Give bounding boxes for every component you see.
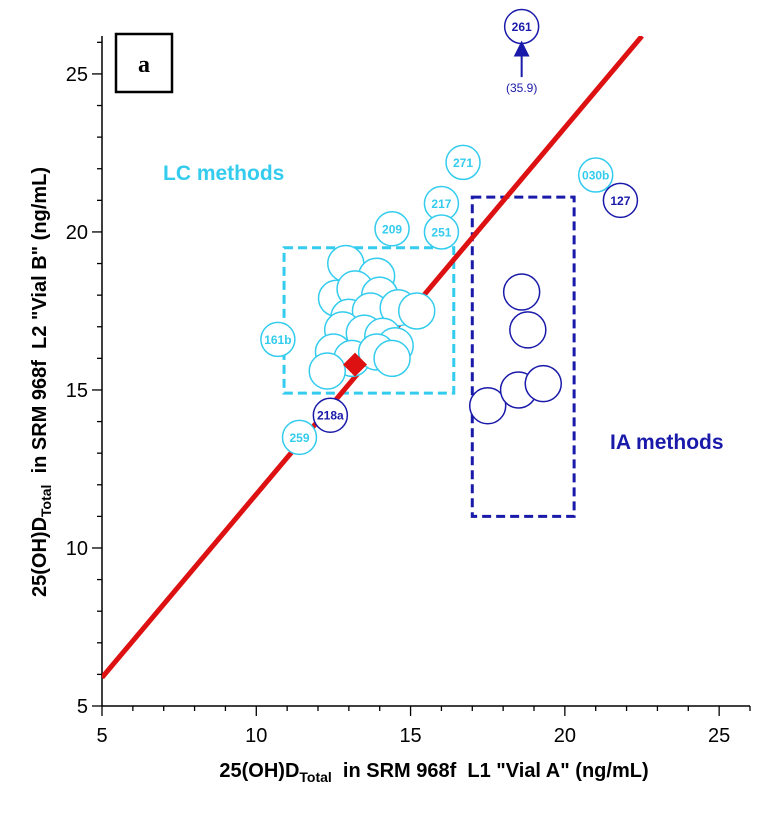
ia-point [524,364,563,403]
lc-labeled-point: 209 [374,211,410,247]
lc-labeled-point: 271 [445,144,481,181]
ia-point [509,311,547,349]
x-axis-title: 25(OH)DTotal in SRM 968f L1 "Vial A" (ng… [219,760,648,785]
ia-labeled-point: 127 [602,182,639,219]
y-axis-title: 25(OH)DTotal in SRM 968f L2 "Vial B" (ng… [29,167,54,597]
ia-point [468,387,507,425]
lc-labeled-point: 030b [577,157,614,193]
ia-labeled-circle [312,397,349,433]
y-tick-label: 15 [66,380,88,402]
point-label: 030b [582,169,609,183]
lc-point [373,339,411,378]
x-tick-label: 5 [96,725,107,747]
x-tick-label: 10 [245,725,267,747]
point-label: 209 [382,222,402,236]
lc-labeled-point: 161b [260,321,296,358]
x-tick-label: 25 [708,725,730,747]
lc-labeled-circle [281,419,318,456]
offscale-value-label: (35.9) [506,81,537,95]
ia-point [502,273,541,311]
offscale-point-label: 261 [512,20,532,34]
target-diamond-group [343,352,368,377]
y-tick-label: 20 [66,222,88,244]
lc-labeled-point: 259 [281,419,318,456]
lc-point [397,292,436,330]
target-diamond [343,352,368,377]
lc-labeled-point: 251 [423,214,460,250]
lc-labeled-circle [260,321,296,358]
y-tick-label: 25 [66,64,88,86]
point-label: 217 [431,197,451,211]
lc-methods-label: LC methods [163,162,284,185]
labeled-points: 161b 209 217 251 271 030b 259 218a 127 [260,144,639,456]
lc-labeled-circle [445,144,481,181]
point-label: 218a [317,409,344,423]
lc-point [308,352,347,390]
axes [101,36,750,707]
ia-labeled-circle [602,182,639,219]
ia-points [468,273,563,425]
x-tick-label: 20 [554,725,576,747]
point-label: 127 [610,194,630,208]
lc-labeled-circle [374,211,410,247]
point-label: 161b [264,333,291,347]
lc-labeled-circle [423,214,460,250]
y-axis-ticks: 5 10 15 20 25 [66,41,102,718]
ia-methods-label: IA methods [610,431,724,454]
ia-methods-box [470,195,576,518]
point-label: 259 [289,431,309,445]
ia-labeled-point: 218a [312,397,349,433]
point-label: 251 [431,225,451,239]
point-label: 271 [453,156,473,170]
x-tick-label: 15 [399,725,421,747]
method-boxes [282,195,576,518]
offscale-point-group: 261 (35.9) [503,8,540,95]
lc-points [308,244,436,390]
y-tick-label: 10 [66,538,88,560]
lc-labeled-circle [577,157,614,193]
y-tick-label: 5 [77,696,88,718]
x-axis-ticks: 5 10 15 20 25 [96,706,751,747]
panel-label: a [138,52,150,78]
plot-area: 161b 209 217 251 271 030b 259 218a 127 [102,36,644,680]
lc-methods-box [282,246,456,395]
panel-label-box [114,32,174,94]
